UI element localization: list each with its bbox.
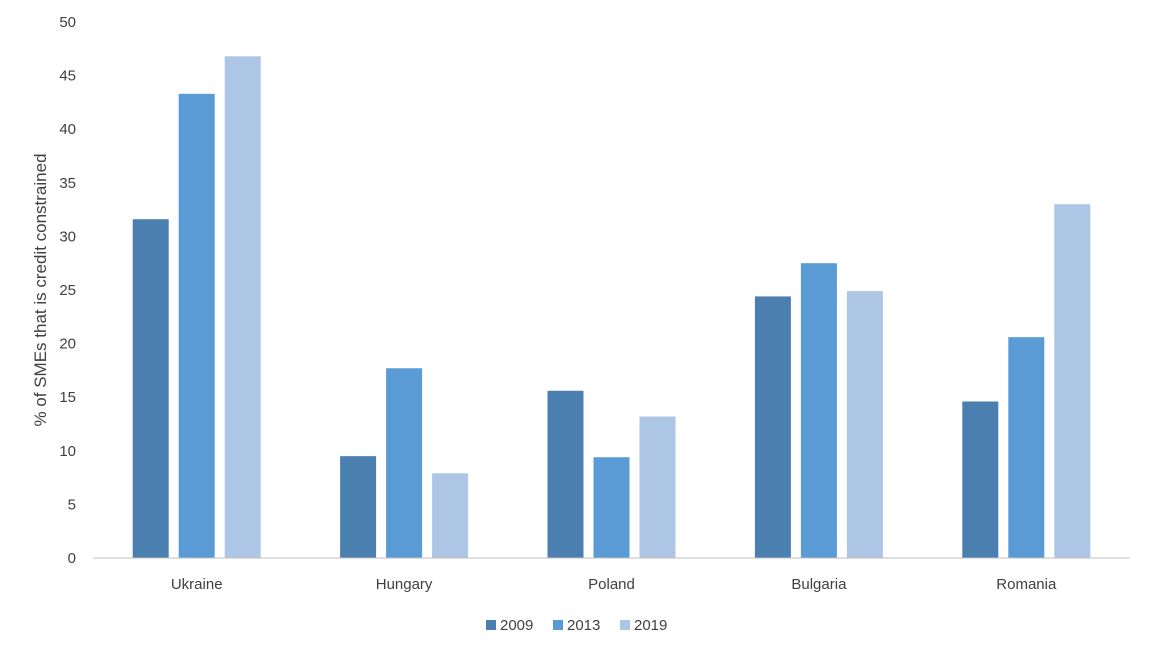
- bar-poland-2013: [593, 457, 630, 558]
- legend-label: 2013: [567, 617, 600, 634]
- y-tick-label: 20: [59, 336, 76, 353]
- bar-bulgaria-2019: [846, 291, 883, 558]
- x-category-label: Romania: [996, 576, 1057, 593]
- bar-hungary-2019: [432, 473, 469, 558]
- x-axis-categories: Ukraine Hungary Poland Bulgaria Romania: [171, 576, 1057, 593]
- y-tick-label: 35: [59, 175, 76, 192]
- y-axis-ticks: 0 5 10 15 20 25 30 35 40 45 50: [59, 14, 76, 567]
- bar-hungary-2009: [340, 456, 377, 558]
- y-axis-label: % of SMEs that is credit constrained: [31, 153, 50, 426]
- bar-bulgaria-2013: [800, 263, 837, 558]
- x-category-label: Hungary: [376, 576, 433, 593]
- x-category-label: Poland: [588, 576, 635, 593]
- bar-poland-2019: [639, 416, 676, 558]
- bar-bulgaria-2009: [754, 296, 791, 558]
- bar-ukraine-2019: [224, 56, 261, 558]
- bar-poland-2009: [547, 390, 584, 558]
- y-tick-label: 40: [59, 121, 76, 138]
- x-category-label: Ukraine: [171, 576, 223, 593]
- y-tick-label: 10: [59, 443, 76, 460]
- legend-swatch-2009: [486, 620, 496, 630]
- bars-group: [132, 56, 1091, 559]
- legend-swatch-2013: [553, 620, 563, 630]
- y-tick-label: 25: [59, 282, 76, 299]
- bar-romania-2009: [962, 401, 999, 558]
- y-tick-label: 45: [59, 68, 76, 85]
- x-category-label: Bulgaria: [791, 576, 847, 593]
- y-tick-label: 5: [68, 496, 76, 513]
- y-tick-label: 15: [59, 389, 76, 406]
- bar-ukraine-2013: [178, 93, 215, 558]
- y-tick-label: 0: [68, 550, 76, 567]
- legend-swatch-2019: [620, 620, 630, 630]
- bar-hungary-2013: [386, 368, 423, 558]
- legend: 2009 2013 2019: [486, 617, 667, 634]
- y-tick-label: 30: [59, 228, 76, 245]
- legend-label: 2009: [500, 617, 533, 634]
- bar-ukraine-2009: [132, 219, 169, 559]
- legend-label: 2019: [634, 617, 667, 634]
- bar-romania-2019: [1054, 204, 1091, 559]
- bar-romania-2013: [1008, 337, 1045, 558]
- y-tick-label: 50: [59, 14, 76, 31]
